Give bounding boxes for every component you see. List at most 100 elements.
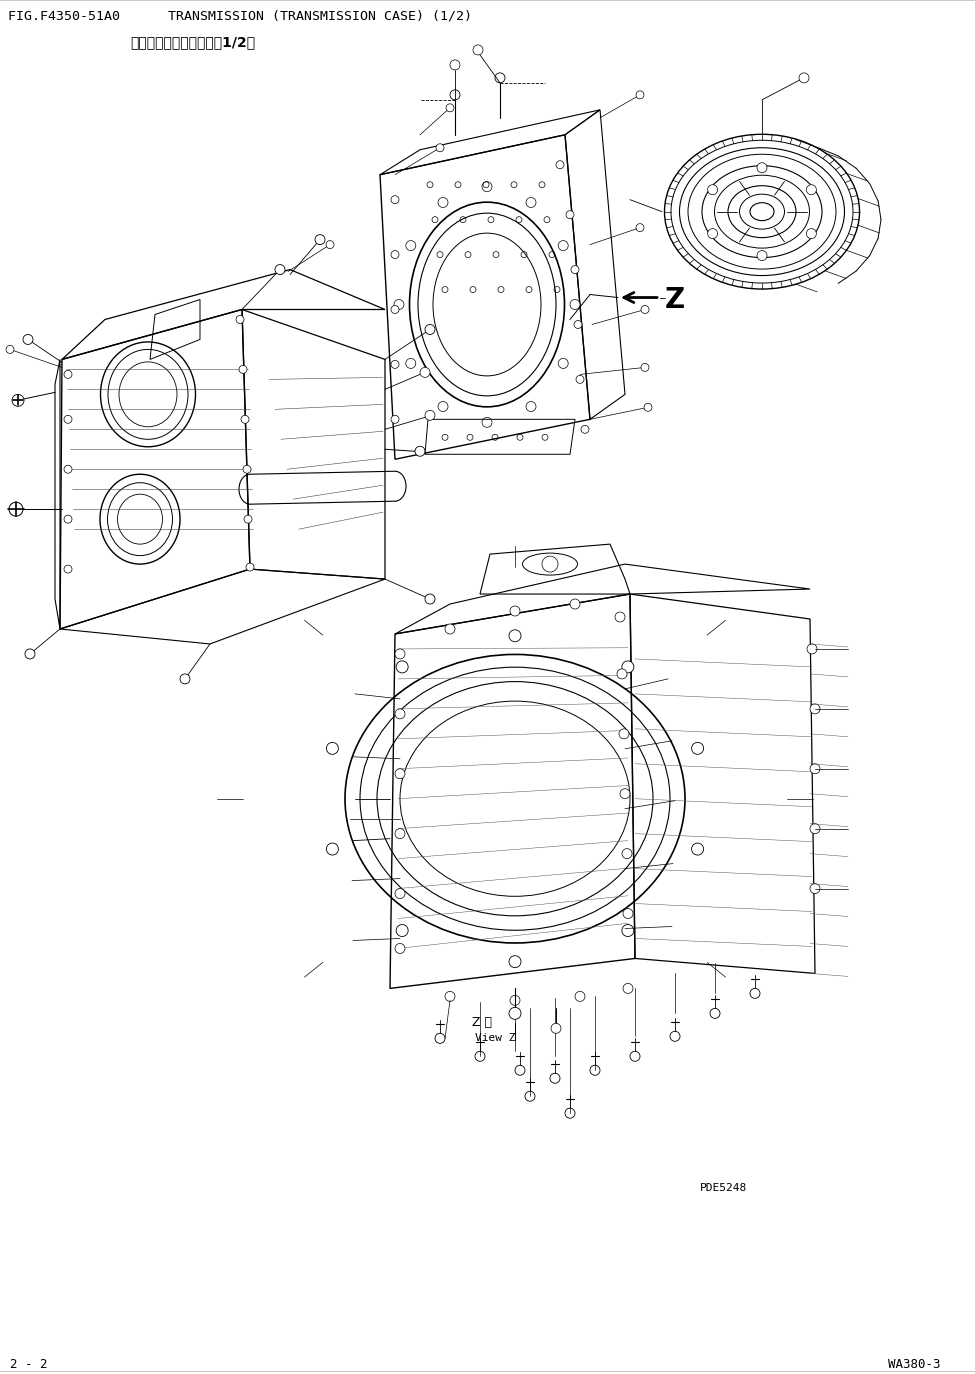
Circle shape xyxy=(23,334,33,345)
Circle shape xyxy=(435,1033,445,1043)
Circle shape xyxy=(425,411,435,420)
Circle shape xyxy=(619,728,629,739)
Circle shape xyxy=(509,956,521,967)
Circle shape xyxy=(571,265,579,273)
Circle shape xyxy=(636,91,644,99)
Circle shape xyxy=(641,305,649,313)
Circle shape xyxy=(391,195,399,203)
Circle shape xyxy=(691,742,704,754)
Circle shape xyxy=(415,447,425,456)
Circle shape xyxy=(615,611,625,622)
Text: Z: Z xyxy=(665,286,685,313)
Circle shape xyxy=(12,394,24,407)
Circle shape xyxy=(395,709,405,719)
Circle shape xyxy=(551,1024,561,1033)
Circle shape xyxy=(570,300,580,309)
Circle shape xyxy=(391,250,399,258)
Circle shape xyxy=(576,375,584,383)
Circle shape xyxy=(482,181,492,192)
Circle shape xyxy=(526,401,536,412)
Circle shape xyxy=(326,240,334,249)
Circle shape xyxy=(391,360,399,368)
Circle shape xyxy=(757,250,767,261)
Circle shape xyxy=(327,742,338,754)
Circle shape xyxy=(64,565,72,573)
Circle shape xyxy=(64,371,72,378)
Circle shape xyxy=(436,144,444,151)
Circle shape xyxy=(473,45,483,55)
Circle shape xyxy=(239,365,247,374)
Circle shape xyxy=(620,789,630,798)
Circle shape xyxy=(395,889,405,899)
Circle shape xyxy=(623,908,633,918)
Circle shape xyxy=(641,363,649,371)
Text: PDE5248: PDE5248 xyxy=(700,1183,747,1193)
Circle shape xyxy=(575,992,585,1002)
Circle shape xyxy=(574,320,582,328)
Circle shape xyxy=(438,198,448,207)
Text: WA380-3: WA380-3 xyxy=(887,1358,940,1371)
Circle shape xyxy=(565,1109,575,1118)
Circle shape xyxy=(810,764,820,774)
Circle shape xyxy=(670,1032,680,1041)
Circle shape xyxy=(810,823,820,834)
Circle shape xyxy=(806,228,816,239)
Circle shape xyxy=(622,925,634,937)
Circle shape xyxy=(515,1065,525,1076)
Circle shape xyxy=(636,224,644,232)
Circle shape xyxy=(556,161,564,169)
Circle shape xyxy=(241,415,249,423)
Circle shape xyxy=(509,629,521,642)
Text: Z 検: Z 検 xyxy=(472,1017,492,1029)
Circle shape xyxy=(622,661,634,673)
Circle shape xyxy=(9,502,23,517)
Circle shape xyxy=(445,992,455,1002)
Text: FIG.F4350-51A0      TRANSMISSION (TRANSMISSION CASE) (1/2): FIG.F4350-51A0 TRANSMISSION (TRANSMISSIO… xyxy=(8,10,472,23)
Circle shape xyxy=(406,240,415,250)
Circle shape xyxy=(750,988,760,999)
Circle shape xyxy=(509,1007,521,1020)
Circle shape xyxy=(710,1009,720,1018)
Circle shape xyxy=(807,644,817,654)
Circle shape xyxy=(395,944,405,954)
Circle shape xyxy=(243,466,251,473)
Circle shape xyxy=(395,649,405,660)
Circle shape xyxy=(6,345,14,353)
Circle shape xyxy=(570,599,580,609)
Circle shape xyxy=(691,844,704,855)
Circle shape xyxy=(64,415,72,423)
Circle shape xyxy=(757,162,767,173)
Circle shape xyxy=(623,984,633,993)
Circle shape xyxy=(406,359,415,368)
Circle shape xyxy=(64,466,72,473)
Circle shape xyxy=(420,367,430,378)
Circle shape xyxy=(391,415,399,423)
Circle shape xyxy=(315,235,325,245)
Circle shape xyxy=(617,669,627,679)
Circle shape xyxy=(396,925,409,937)
Circle shape xyxy=(559,240,568,250)
Circle shape xyxy=(542,556,558,572)
Circle shape xyxy=(394,300,404,309)
Circle shape xyxy=(236,316,244,323)
Circle shape xyxy=(510,995,520,1006)
Circle shape xyxy=(590,1065,600,1076)
Circle shape xyxy=(799,73,809,82)
Circle shape xyxy=(581,426,589,433)
Circle shape xyxy=(438,401,448,412)
Circle shape xyxy=(64,515,72,523)
Circle shape xyxy=(450,60,460,70)
Circle shape xyxy=(275,265,285,275)
Circle shape xyxy=(559,359,568,368)
Circle shape xyxy=(482,418,492,427)
Text: View Z: View Z xyxy=(475,1033,516,1043)
Circle shape xyxy=(25,649,35,660)
Circle shape xyxy=(810,703,820,714)
Circle shape xyxy=(630,1051,640,1061)
Circle shape xyxy=(246,563,254,572)
Circle shape xyxy=(806,184,816,195)
Circle shape xyxy=(644,404,652,411)
Circle shape xyxy=(244,515,252,523)
Circle shape xyxy=(425,324,435,334)
Text: 2 - 2: 2 - 2 xyxy=(10,1358,48,1371)
